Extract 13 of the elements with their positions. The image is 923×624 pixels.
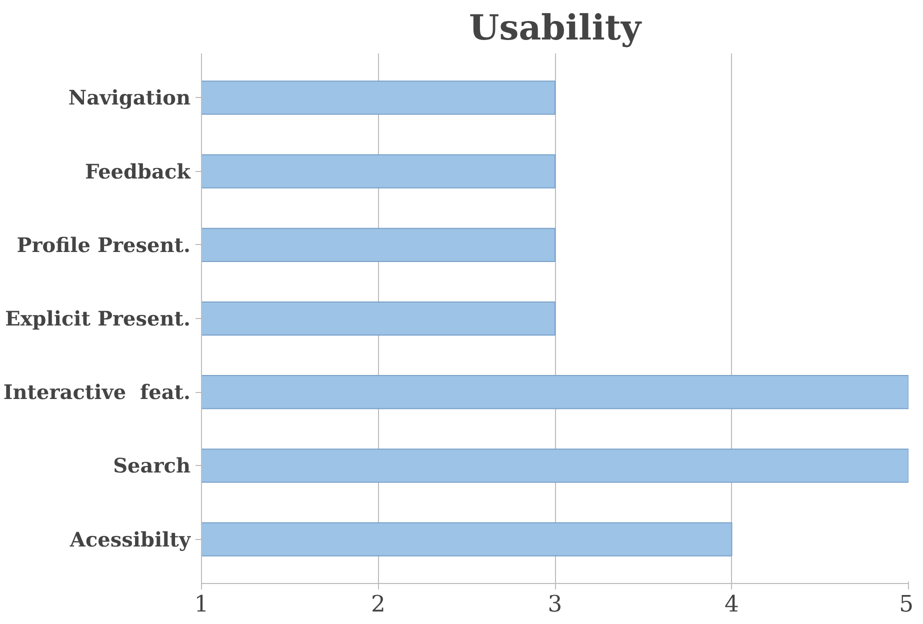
y-tick-label: Navigation	[68, 86, 191, 110]
x-tick-label: 2	[371, 592, 386, 618]
x-tick-label: 1	[194, 592, 209, 618]
y-tick-label: Feedback	[84, 159, 192, 184]
y-tick-label: Acessibilty	[68, 527, 192, 552]
x-tick-label: 4	[724, 592, 739, 618]
y-tick-label: Explicit Present.	[5, 306, 191, 330]
x-tick-label: 3	[548, 592, 562, 618]
chart-title: Usability	[468, 8, 642, 48]
y-tick-label: Search	[113, 454, 191, 478]
x-tick-label: 5	[899, 592, 914, 618]
y-tick-label: Interactive feat.	[3, 380, 191, 404]
y-tick-label: Profile Present.	[16, 232, 191, 257]
